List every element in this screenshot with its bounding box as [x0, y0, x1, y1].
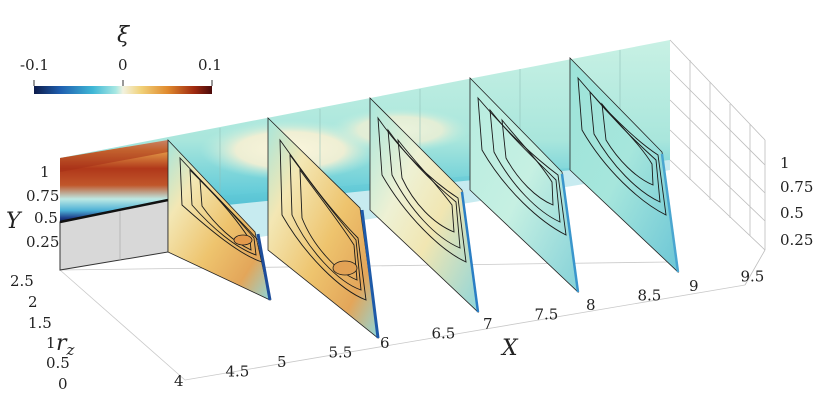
y-tick-right: 1	[780, 154, 790, 172]
rz-tick: 2.5	[10, 272, 34, 290]
inlet-face	[60, 140, 168, 222]
y-axis-ticks-left: 1 0.75 0.5 0.25	[26, 163, 59, 251]
x-tick: 7	[483, 315, 493, 333]
y-axis-ticks-right: 1 0.75 0.5 0.25	[780, 154, 813, 249]
rz-axis-ticks: 2.5 2 1.5 1 0.5 0	[10, 272, 70, 393]
y-tick-left: 0.25	[26, 233, 59, 251]
x-tick: 6	[380, 334, 390, 352]
slice-x-5	[167, 138, 272, 301]
x-tick: 4	[174, 372, 184, 390]
rz-axis-label-sub: z	[66, 341, 75, 359]
x-tick: 6.5	[432, 325, 456, 343]
colorbar-title: ξ	[117, 23, 131, 48]
colorbar-min-label: -0.1	[20, 56, 49, 74]
x-tick: 9	[689, 277, 699, 295]
colorbar-max-label: 0.1	[198, 56, 222, 74]
bounding-box	[669, 39, 766, 286]
solid-block	[59, 198, 169, 271]
slice-x-7	[369, 97, 480, 314]
x-axis-ticks: 4 4.5 5 5.5 6 6.5 7 7.5 8 8.5 9 9.5	[174, 268, 764, 391]
colorbar-gradient	[34, 86, 212, 94]
colorbar-mid-label: 0	[118, 56, 128, 74]
rz-tick: 2	[28, 293, 38, 311]
x-axis-label: X	[500, 336, 519, 361]
floor-grid	[59, 261, 746, 381]
rz-tick: 1.5	[28, 314, 52, 332]
x-tick: 9.5	[741, 268, 765, 286]
x-tick: 5	[277, 353, 287, 371]
x-tick: 8.5	[638, 287, 662, 305]
slice-x-9	[569, 57, 680, 274]
y-axis-label: Y	[6, 209, 23, 234]
x-tick: 5.5	[329, 344, 353, 362]
x-tick: 7.5	[535, 306, 559, 324]
y-tick-right: 0.75	[780, 178, 813, 196]
slice-x-8	[469, 77, 580, 294]
x-tick: 8	[586, 296, 596, 314]
rz-axis-label-main: r	[56, 331, 68, 356]
y-tick-left: 0.5	[34, 209, 58, 227]
x-tick: 4.5	[226, 363, 250, 381]
y-tick-left: 1	[40, 163, 50, 181]
slice-x-6	[267, 117, 380, 339]
rz-tick: 0.5	[46, 354, 70, 372]
y-tick-right: 0.5	[780, 204, 804, 222]
colorbar: ξ -0.1 0 0.1	[20, 23, 222, 94]
rz-tick: 1	[46, 334, 56, 352]
rz-tick: 0	[58, 375, 68, 393]
rz-axis-label: rz	[56, 331, 75, 359]
y-tick-right: 0.25	[780, 231, 813, 249]
y-tick-left: 0.75	[26, 187, 59, 205]
